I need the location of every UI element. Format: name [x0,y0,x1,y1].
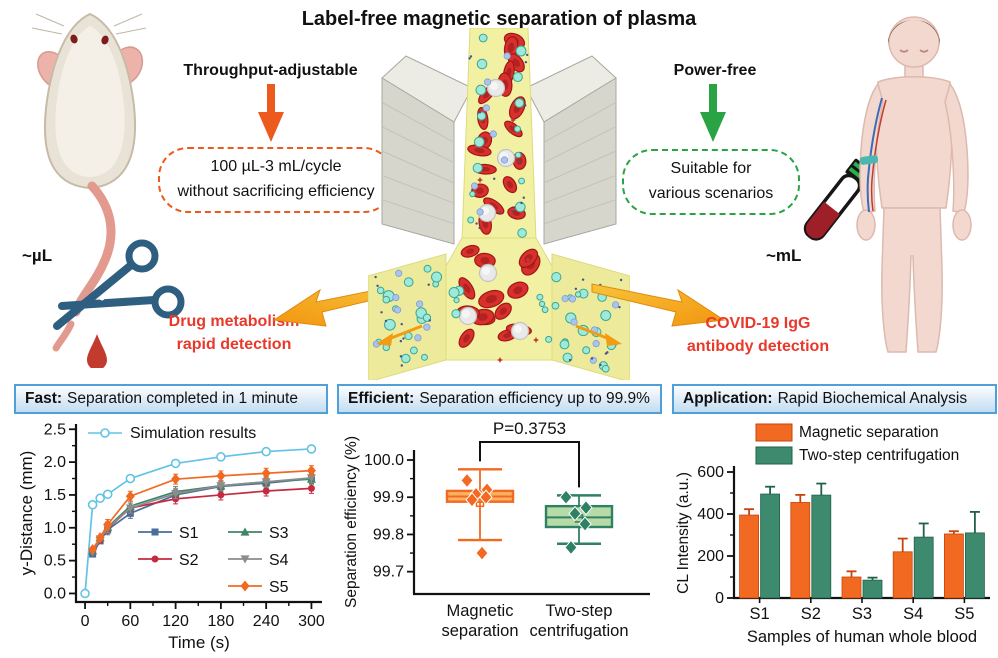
mouse-body-icon [31,12,147,190]
svg-text:S3: S3 [269,525,289,542]
big-arrow-right-icon [591,283,726,327]
flow-arrow-icon [376,324,622,346]
svg-text:CL Intensity (a.u.): CL Intensity (a.u.) [675,472,692,594]
mouse-tail [71,181,116,317]
svg-text:99.9: 99.9 [373,489,404,506]
svg-text:S1: S1 [179,525,199,542]
chart-time-course: 0 60 120 180 240 300 0.0 0.5 1.0 1.5 2.0 2.5 Time (s… [17,421,325,652]
svg-text:centrifugation: centrifugation [529,622,628,640]
svg-text:S3: S3 [852,605,872,623]
svg-text:99.8: 99.8 [373,526,404,543]
svg-text:1.0: 1.0 [44,520,66,537]
microfluidic-device-illustration [368,28,630,380]
scenarios-callout: Suitable for various scenarios [622,149,800,215]
svg-text:S1: S1 [750,605,770,623]
svg-text:Samples of human whole blood: Samples of human whole blood [747,628,977,646]
scale-label-milliliter: ~mL [766,246,802,265]
svg-text:y-Distance (mm): y-Distance (mm) [17,451,36,576]
svg-text:S5: S5 [269,579,289,596]
blood-drop-icon [87,334,107,368]
svg-text:1.5: 1.5 [44,487,66,504]
mouse-eye [70,34,78,44]
mouse-tail-tip [52,320,75,352]
svg-text:180: 180 [208,613,235,630]
down-arrow-orange-icon [258,84,284,142]
svg-text:separation: separation [441,622,518,640]
svg-text:Magnetic separation: Magnetic separation [799,424,939,441]
mouse-illustration [31,12,185,368]
svg-text:Simulation results: Simulation results [130,425,256,442]
drug-metabolism-label: Drug metabolism rapid detection [168,313,300,354]
figure-title: Label-free magnetic separation of plasma [301,8,697,30]
svg-text:120: 120 [162,613,189,630]
callout-line: without sacrificing efficiency [177,183,375,200]
arm-veins-icon [859,97,887,213]
svg-text:0: 0 [81,613,90,630]
svg-text:2.5: 2.5 [44,421,66,438]
svg-text:600: 600 [697,464,724,481]
svg-text:300: 300 [298,613,325,630]
covid-antibody-label: COVID-19 IgG antibody detection [686,315,830,356]
down-arrow-green-icon [700,84,726,142]
scissors-icon [53,239,185,330]
svg-text:Separation efficiency (%): Separation efficiency (%) [343,436,360,608]
svg-text:0: 0 [715,590,724,607]
blood-cells [456,32,541,363]
mouse-eye [101,35,109,45]
scale-label-microliter: ~µL [22,246,53,265]
plasma-particles [372,33,623,373]
svg-text:0.0: 0.0 [44,585,66,602]
svg-text:S4: S4 [269,552,289,569]
svg-text:2.0: 2.0 [44,454,66,471]
panel-header-efficient: Efficient: Separation efficiency up to 99… [337,384,662,414]
svg-text:200: 200 [697,548,724,565]
human-face [899,49,929,53]
svg-text:60: 60 [121,613,139,630]
svg-text:100.0: 100.0 [364,452,404,469]
svg-text:S4: S4 [903,605,923,623]
magnet-blocks-icon [381,55,617,245]
panel-header-fast: Fast: Separation completed in 1 minute [14,384,328,414]
power-free-label: Power-free [673,62,757,79]
svg-text:99.7: 99.7 [373,564,404,581]
svg-text:Magnetic: Magnetic [447,602,514,620]
callout-line: Suitable for [670,160,752,178]
mouse-whiskers [31,13,147,35]
callout-line: various scenarios [648,185,774,202]
svg-text:S2: S2 [801,605,821,623]
callout-line: 100 µL-3 mL/cycle [210,158,342,176]
svg-text:0.5: 0.5 [44,553,66,570]
human-body [856,16,972,353]
svg-text:Two-step: Two-step [546,602,613,620]
human-illustration [856,16,972,353]
panel-header-application: Application: Rapid Biochemical Analysis [672,384,997,414]
svg-text:S2: S2 [179,552,199,569]
svg-text:P=0.3753: P=0.3753 [493,419,566,438]
svg-text:240: 240 [253,613,280,630]
svg-text:Two-step centrifugation: Two-step centrifugation [799,447,959,464]
throughput-adjustable-label: Throughput-adjustable [183,62,358,79]
throughput-range-callout: 100 µL-3 mL/cycle without sacrificing ef… [158,147,394,213]
svg-text:400: 400 [697,506,724,523]
svg-text:Time (s): Time (s) [168,633,230,652]
chart-cl-intensity-bars: Magnetic separation Two-step centrifugati… [675,423,990,646]
svg-text:S5: S5 [954,605,974,623]
